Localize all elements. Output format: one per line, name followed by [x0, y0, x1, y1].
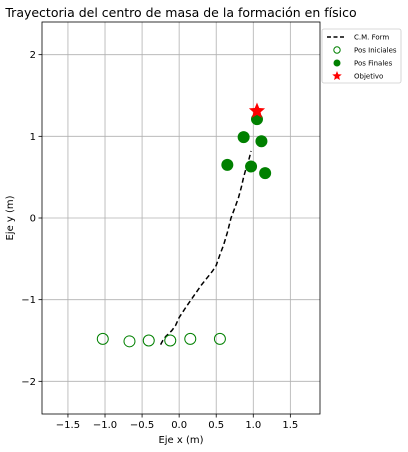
- y-tick-label: −1: [21, 295, 36, 306]
- x-tick-label: 1.0: [245, 420, 261, 431]
- initial-position-point: [96, 332, 109, 345]
- x-tick-label: −1.0: [93, 420, 117, 431]
- final-position-point: [221, 158, 234, 171]
- final-position-point: [255, 135, 268, 148]
- initial-position-point: [164, 334, 177, 347]
- series-pos-iniciales: [96, 332, 226, 348]
- trajectory-line: [159, 150, 252, 345]
- x-tick-label: −0.5: [130, 420, 154, 431]
- legend-label: Pos Iniciales: [354, 47, 397, 55]
- series-pos-finales: [221, 113, 272, 180]
- target-star: [248, 102, 266, 118]
- y-tick-label: −2: [21, 377, 36, 388]
- final-position-point: [245, 160, 258, 173]
- x-tick-label: 0.5: [208, 420, 224, 431]
- legend-label: Objetivo: [354, 73, 383, 81]
- initial-position-point: [142, 334, 155, 347]
- plot-series: [96, 102, 272, 348]
- initial-position-point: [213, 332, 226, 345]
- x-tick-label: 1.5: [282, 420, 298, 431]
- final-position-point: [259, 167, 272, 180]
- y-tick-label: 1: [30, 132, 36, 143]
- initial-position-point: [123, 335, 136, 348]
- legend-box: [321, 28, 402, 84]
- legend-label: C.M. Form: [354, 34, 389, 42]
- legend-label: Pos Finales: [354, 60, 393, 68]
- initial-position-point: [184, 332, 197, 345]
- series-objetivo: [248, 102, 266, 118]
- legend-star-symbol: [332, 71, 342, 81]
- x-axis-label: Eje x (m): [158, 435, 203, 446]
- chart-title: Trayectoria del centro de masa de la for…: [4, 5, 356, 20]
- y-tick-label: 2: [30, 50, 36, 61]
- y-axis-label: Eje y (m): [5, 195, 16, 240]
- legend: C.M. Form Pos Iniciales Pos Finales Objetiv…: [321, 28, 402, 84]
- series-c-m-form: [159, 150, 252, 345]
- x-tick-label: −1.5: [56, 420, 80, 431]
- grid: [42, 22, 320, 414]
- legend-open-circle-symbol: [333, 46, 341, 54]
- axis-ticks: −1.5 −1.0 −0.5 0.0 0.5 1.0 1.5 −2 −1 0 1 2: [21, 50, 298, 431]
- legend-filled-circle-symbol: [333, 59, 341, 67]
- y-tick-label: 0: [30, 214, 36, 225]
- final-position-point: [237, 131, 250, 144]
- x-tick-label: 0.0: [171, 420, 187, 431]
